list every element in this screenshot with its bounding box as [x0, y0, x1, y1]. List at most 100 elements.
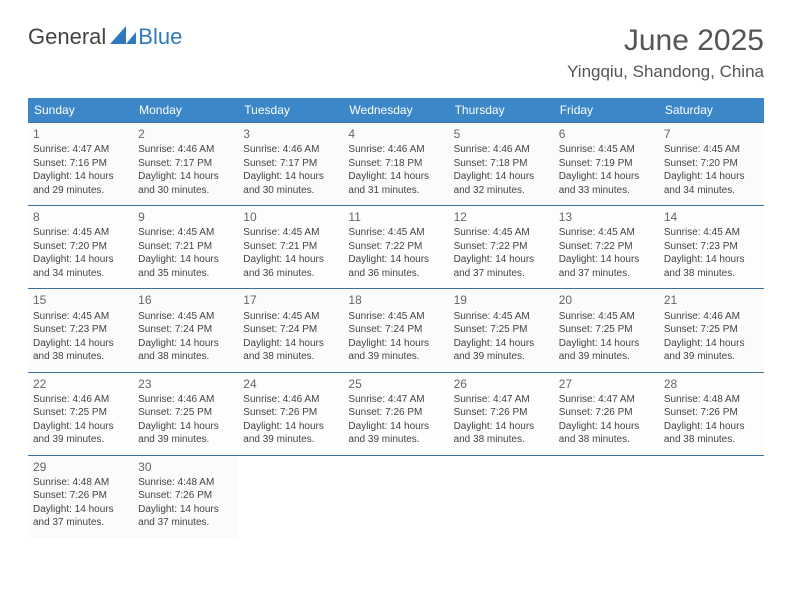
- day-header: Monday: [133, 98, 238, 123]
- sunset-line: Sunset: 7:22 PM: [454, 240, 549, 254]
- logo: General Blue: [28, 24, 182, 50]
- sunset-line: Sunset: 7:19 PM: [559, 157, 654, 171]
- title-block: June 2025 Yingqiu, Shandong, China: [567, 24, 764, 82]
- daylight-line: Daylight: 14 hours and 37 minutes.: [454, 253, 549, 280]
- calendar-day-cell: 23Sunrise: 4:46 AMSunset: 7:25 PMDayligh…: [133, 372, 238, 455]
- sunrise-line: Sunrise: 4:46 AM: [33, 393, 128, 407]
- calendar-day-cell: 22Sunrise: 4:46 AMSunset: 7:25 PMDayligh…: [28, 372, 133, 455]
- calendar-day-cell: 12Sunrise: 4:45 AMSunset: 7:22 PMDayligh…: [449, 206, 554, 289]
- daylight-line: Daylight: 14 hours and 35 minutes.: [138, 253, 233, 280]
- calendar-day-cell: 21Sunrise: 4:46 AMSunset: 7:25 PMDayligh…: [659, 289, 764, 372]
- calendar-day-cell: 7Sunrise: 4:45 AMSunset: 7:20 PMDaylight…: [659, 123, 764, 206]
- day-number: 11: [348, 209, 443, 225]
- day-header-row: SundayMondayTuesdayWednesdayThursdayFrid…: [28, 98, 764, 123]
- calendar-day-cell: 25Sunrise: 4:47 AMSunset: 7:26 PMDayligh…: [343, 372, 448, 455]
- day-number: 6: [559, 126, 654, 142]
- calendar-week-row: 22Sunrise: 4:46 AMSunset: 7:25 PMDayligh…: [28, 372, 764, 455]
- sunrise-line: Sunrise: 4:48 AM: [664, 393, 759, 407]
- sunrise-line: Sunrise: 4:48 AM: [138, 476, 233, 490]
- calendar-day-cell: 19Sunrise: 4:45 AMSunset: 7:25 PMDayligh…: [449, 289, 554, 372]
- day-number: 10: [243, 209, 338, 225]
- calendar-day-cell: 20Sunrise: 4:45 AMSunset: 7:25 PMDayligh…: [554, 289, 659, 372]
- sunset-line: Sunset: 7:25 PM: [664, 323, 759, 337]
- calendar-day-cell: 29Sunrise: 4:48 AMSunset: 7:26 PMDayligh…: [28, 455, 133, 538]
- sunrise-line: Sunrise: 4:46 AM: [664, 310, 759, 324]
- calendar-table: SundayMondayTuesdayWednesdayThursdayFrid…: [28, 98, 764, 538]
- calendar-day-cell: 2Sunrise: 4:46 AMSunset: 7:17 PMDaylight…: [133, 123, 238, 206]
- day-header: Wednesday: [343, 98, 448, 123]
- daylight-line: Daylight: 14 hours and 32 minutes.: [454, 170, 549, 197]
- sunset-line: Sunset: 7:20 PM: [33, 240, 128, 254]
- sunset-line: Sunset: 7:26 PM: [559, 406, 654, 420]
- day-number: 26: [454, 376, 549, 392]
- day-number: 7: [664, 126, 759, 142]
- calendar-day-cell: 16Sunrise: 4:45 AMSunset: 7:24 PMDayligh…: [133, 289, 238, 372]
- calendar-day-cell: 4Sunrise: 4:46 AMSunset: 7:18 PMDaylight…: [343, 123, 448, 206]
- calendar-day-cell: 6Sunrise: 4:45 AMSunset: 7:19 PMDaylight…: [554, 123, 659, 206]
- daylight-line: Daylight: 14 hours and 39 minutes.: [138, 420, 233, 447]
- day-number: 18: [348, 292, 443, 308]
- sunrise-line: Sunrise: 4:48 AM: [33, 476, 128, 490]
- logo-text-general: General: [28, 24, 106, 50]
- sunrise-line: Sunrise: 4:45 AM: [33, 310, 128, 324]
- calendar-day-cell: [554, 455, 659, 538]
- logo-text-blue: Blue: [138, 24, 182, 50]
- day-header: Thursday: [449, 98, 554, 123]
- sunset-line: Sunset: 7:26 PM: [664, 406, 759, 420]
- sunrise-line: Sunrise: 4:46 AM: [348, 143, 443, 157]
- daylight-line: Daylight: 14 hours and 30 minutes.: [243, 170, 338, 197]
- calendar-week-row: 15Sunrise: 4:45 AMSunset: 7:23 PMDayligh…: [28, 289, 764, 372]
- sunset-line: Sunset: 7:26 PM: [348, 406, 443, 420]
- sunset-line: Sunset: 7:18 PM: [454, 157, 549, 171]
- day-header: Friday: [554, 98, 659, 123]
- sunrise-line: Sunrise: 4:45 AM: [33, 226, 128, 240]
- day-number: 5: [454, 126, 549, 142]
- daylight-line: Daylight: 14 hours and 34 minutes.: [664, 170, 759, 197]
- sunrise-line: Sunrise: 4:47 AM: [348, 393, 443, 407]
- calendar-day-cell: 9Sunrise: 4:45 AMSunset: 7:21 PMDaylight…: [133, 206, 238, 289]
- sunrise-line: Sunrise: 4:47 AM: [559, 393, 654, 407]
- calendar-day-cell: 5Sunrise: 4:46 AMSunset: 7:18 PMDaylight…: [449, 123, 554, 206]
- sunrise-line: Sunrise: 4:46 AM: [243, 393, 338, 407]
- daylight-line: Daylight: 14 hours and 38 minutes.: [664, 420, 759, 447]
- sunset-line: Sunset: 7:26 PM: [243, 406, 338, 420]
- sunrise-line: Sunrise: 4:46 AM: [243, 143, 338, 157]
- day-number: 9: [138, 209, 233, 225]
- daylight-line: Daylight: 14 hours and 37 minutes.: [138, 503, 233, 530]
- sunset-line: Sunset: 7:21 PM: [243, 240, 338, 254]
- daylight-line: Daylight: 14 hours and 38 minutes.: [559, 420, 654, 447]
- daylight-line: Daylight: 14 hours and 31 minutes.: [348, 170, 443, 197]
- day-number: 14: [664, 209, 759, 225]
- daylight-line: Daylight: 14 hours and 34 minutes.: [33, 253, 128, 280]
- calendar-day-cell: 8Sunrise: 4:45 AMSunset: 7:20 PMDaylight…: [28, 206, 133, 289]
- calendar-day-cell: 24Sunrise: 4:46 AMSunset: 7:26 PMDayligh…: [238, 372, 343, 455]
- header: General Blue June 2025 Yingqiu, Shandong…: [28, 24, 764, 82]
- sunrise-line: Sunrise: 4:45 AM: [243, 310, 338, 324]
- day-number: 27: [559, 376, 654, 392]
- sunrise-line: Sunrise: 4:45 AM: [664, 143, 759, 157]
- daylight-line: Daylight: 14 hours and 39 minutes.: [348, 420, 443, 447]
- daylight-line: Daylight: 14 hours and 38 minutes.: [664, 253, 759, 280]
- sunset-line: Sunset: 7:24 PM: [348, 323, 443, 337]
- calendar-day-cell: 10Sunrise: 4:45 AMSunset: 7:21 PMDayligh…: [238, 206, 343, 289]
- day-number: 28: [664, 376, 759, 392]
- day-number: 3: [243, 126, 338, 142]
- day-header: Sunday: [28, 98, 133, 123]
- daylight-line: Daylight: 14 hours and 30 minutes.: [138, 170, 233, 197]
- sunset-line: Sunset: 7:24 PM: [243, 323, 338, 337]
- daylight-line: Daylight: 14 hours and 39 minutes.: [559, 337, 654, 364]
- day-number: 20: [559, 292, 654, 308]
- day-number: 2: [138, 126, 233, 142]
- logo-triangle-icon: [110, 26, 136, 49]
- sunrise-line: Sunrise: 4:46 AM: [138, 393, 233, 407]
- sunset-line: Sunset: 7:21 PM: [138, 240, 233, 254]
- sunset-line: Sunset: 7:26 PM: [454, 406, 549, 420]
- day-number: 12: [454, 209, 549, 225]
- sunrise-line: Sunrise: 4:45 AM: [454, 310, 549, 324]
- day-number: 4: [348, 126, 443, 142]
- sunset-line: Sunset: 7:22 PM: [348, 240, 443, 254]
- day-number: 19: [454, 292, 549, 308]
- calendar-day-cell: 30Sunrise: 4:48 AMSunset: 7:26 PMDayligh…: [133, 455, 238, 538]
- sunset-line: Sunset: 7:23 PM: [664, 240, 759, 254]
- daylight-line: Daylight: 14 hours and 39 minutes.: [33, 420, 128, 447]
